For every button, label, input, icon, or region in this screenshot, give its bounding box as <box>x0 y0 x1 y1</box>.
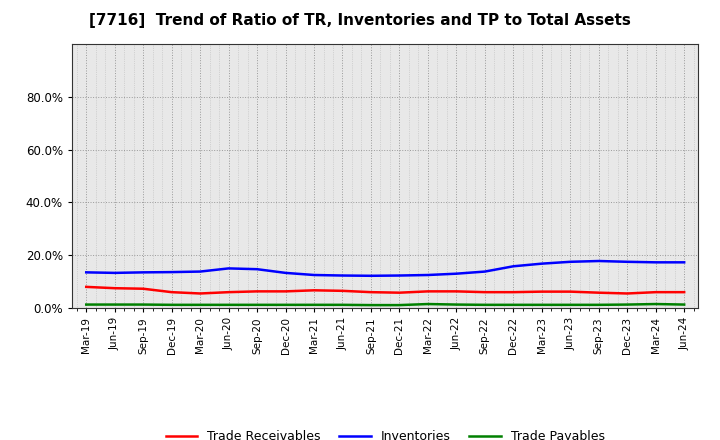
Trade Payables <box>253 302 261 308</box>
Trade Payables <box>509 302 518 308</box>
Trade Payables <box>338 302 347 308</box>
Trade Receivables <box>82 284 91 290</box>
Trade Receivables <box>282 289 290 294</box>
Inventories <box>253 267 261 272</box>
Trade Payables <box>196 302 204 308</box>
Trade Receivables <box>225 290 233 295</box>
Trade Receivables <box>366 290 375 295</box>
Inventories <box>310 272 318 278</box>
Trade Receivables <box>338 288 347 293</box>
Inventories <box>82 270 91 275</box>
Trade Payables <box>139 302 148 307</box>
Line: Inventories: Inventories <box>86 261 684 276</box>
Trade Payables <box>452 302 461 307</box>
Trade Payables <box>623 302 631 307</box>
Trade Receivables <box>652 290 660 295</box>
Inventories <box>395 273 404 278</box>
Trade Receivables <box>566 289 575 294</box>
Trade Receivables <box>537 289 546 294</box>
Inventories <box>225 266 233 271</box>
Inventories <box>196 269 204 274</box>
Trade Receivables <box>196 291 204 296</box>
Inventories <box>423 272 432 278</box>
Inventories <box>110 270 119 275</box>
Trade Receivables <box>480 290 489 295</box>
Trade Receivables <box>395 290 404 295</box>
Trade Receivables <box>680 290 688 295</box>
Legend: Trade Receivables, Inventories, Trade Payables: Trade Receivables, Inventories, Trade Pa… <box>161 425 610 440</box>
Inventories <box>566 259 575 264</box>
Inventories <box>167 269 176 275</box>
Trade Receivables <box>509 290 518 295</box>
Trade Payables <box>110 302 119 307</box>
Trade Receivables <box>623 291 631 296</box>
Inventories <box>680 260 688 265</box>
Trade Receivables <box>253 289 261 294</box>
Inventories <box>139 270 148 275</box>
Trade Payables <box>310 302 318 308</box>
Trade Payables <box>480 302 489 308</box>
Trade Payables <box>395 302 404 308</box>
Trade Payables <box>680 302 688 307</box>
Trade Receivables <box>595 290 603 295</box>
Trade Receivables <box>423 289 432 294</box>
Trade Payables <box>82 302 91 307</box>
Trade Payables <box>423 301 432 307</box>
Trade Receivables <box>110 286 119 291</box>
Inventories <box>652 260 660 265</box>
Inventories <box>537 261 546 266</box>
Trade Payables <box>566 302 575 308</box>
Inventories <box>338 273 347 278</box>
Trade Payables <box>537 302 546 308</box>
Inventories <box>452 271 461 276</box>
Inventories <box>509 264 518 269</box>
Trade Payables <box>652 301 660 307</box>
Trade Payables <box>282 302 290 308</box>
Trade Payables <box>167 302 176 308</box>
Line: Trade Receivables: Trade Receivables <box>86 287 684 293</box>
Trade Receivables <box>167 290 176 295</box>
Trade Receivables <box>139 286 148 291</box>
Line: Trade Payables: Trade Payables <box>86 304 684 305</box>
Trade Payables <box>225 302 233 308</box>
Inventories <box>623 259 631 264</box>
Inventories <box>366 273 375 279</box>
Trade Receivables <box>310 288 318 293</box>
Trade Payables <box>595 302 603 308</box>
Text: [7716]  Trend of Ratio of TR, Inventories and TP to Total Assets: [7716] Trend of Ratio of TR, Inventories… <box>89 13 631 28</box>
Trade Receivables <box>452 289 461 294</box>
Inventories <box>282 270 290 275</box>
Inventories <box>595 258 603 264</box>
Inventories <box>480 269 489 274</box>
Trade Payables <box>366 302 375 308</box>
